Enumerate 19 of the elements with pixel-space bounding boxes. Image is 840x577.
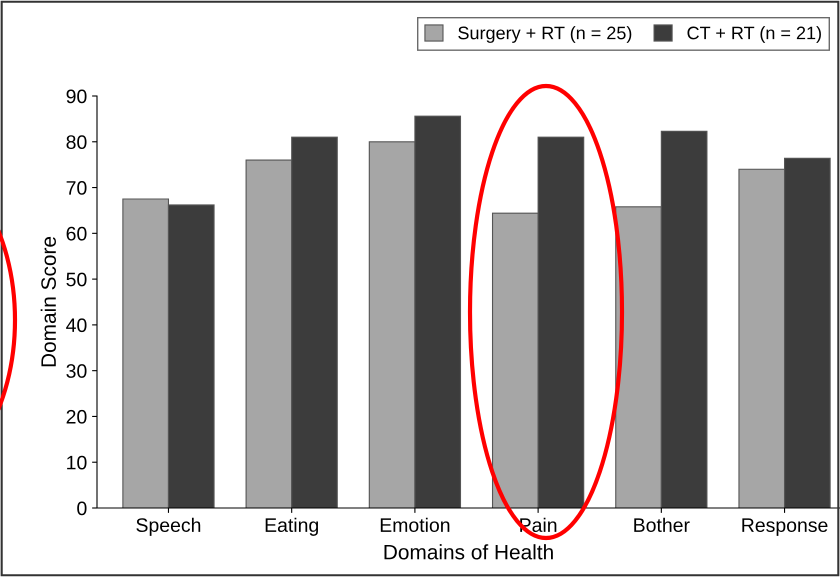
x-tick-label: Speech xyxy=(136,518,200,536)
legend-label: CT + RT (n = 21) xyxy=(687,26,821,43)
y-axis-title: Domain Score xyxy=(40,236,56,366)
y-tick-label: 50 xyxy=(66,272,87,286)
y-tick-label: 60 xyxy=(66,226,87,241)
y-tick-label: 70 xyxy=(66,181,87,195)
y-tick-label: 10 xyxy=(67,456,87,470)
x-axis-title: Domains of Health xyxy=(384,544,553,560)
y-tick-label: 80 xyxy=(66,135,87,150)
y-tick-label: 90 xyxy=(66,89,87,104)
y-tick-label: 40 xyxy=(66,318,87,332)
y-tick-label: 30 xyxy=(66,364,87,378)
x-tick-label: Eating xyxy=(266,518,318,536)
x-tick-label: Response xyxy=(742,518,828,536)
y-tick-label: 0 xyxy=(77,501,87,516)
y-tick-label: 20 xyxy=(66,410,87,424)
x-tick-label: Bother xyxy=(634,518,690,532)
x-tick-label: Emotion xyxy=(380,518,450,532)
legend-label: Surgery + RT (n = 25) xyxy=(458,26,632,43)
